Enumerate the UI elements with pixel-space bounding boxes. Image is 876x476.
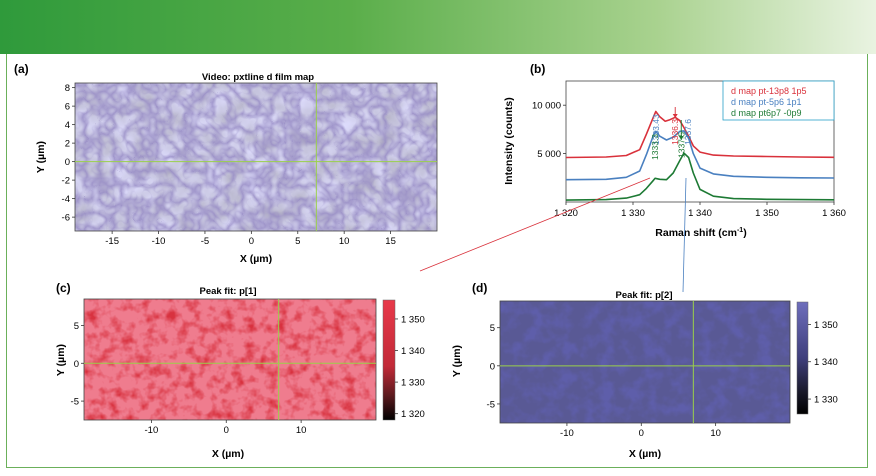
- colorbar-tick-label: 1 340: [401, 346, 425, 357]
- y-tick-label: 8: [65, 83, 70, 94]
- peak-annotation: 1336.3: [670, 119, 680, 145]
- heatmap-c-texture: [84, 299, 376, 420]
- panel-a-yticks: -6 -4 -2 0 2 4 6 8: [62, 83, 75, 224]
- peak-arrowhead: [672, 114, 678, 118]
- panel-d-axes-box: [499, 300, 791, 424]
- header-banner: [0, 0, 876, 54]
- panel-d-xlabel: X (µm): [629, 448, 661, 460]
- x-tick-label: 5: [295, 236, 300, 247]
- panel-b-ylabel: Intensity (counts): [503, 97, 515, 185]
- connector-line-c: [419, 177, 651, 272]
- x-tick-label: 10: [710, 428, 721, 439]
- x-tick-label: 15: [385, 236, 396, 247]
- micrograph-grain-edges: [75, 83, 437, 231]
- peak-annotation: 1337.5: [676, 132, 686, 158]
- panel-d-yticks: -5 0 5: [487, 323, 500, 410]
- colorbar-tick-label: 1 320: [401, 409, 425, 420]
- y-tick-label: -2: [62, 176, 70, 187]
- x-tick-label: 0: [639, 428, 644, 439]
- x-tick-label: 1 330: [621, 208, 645, 219]
- panel-c-xticks: -10 0 10: [145, 420, 307, 436]
- x-tick-label: 1 360: [822, 208, 846, 219]
- colorbar-tick-label: 1 350: [401, 314, 425, 325]
- panel-c-ylabel: Y (µm): [55, 344, 67, 376]
- colorbar-tick-label: 1 330: [814, 395, 838, 406]
- y-tick-label: 5 000: [537, 149, 561, 160]
- panel-b: (b) 1 320 1 330 1 340 1 350 1 360 5 000 10 000…: [503, 62, 846, 239]
- colorbar-c-ticks: 1 350 1 340 1 330 1 320: [395, 314, 425, 420]
- y-tick-label: 6: [65, 102, 70, 113]
- y-tick-label: 0: [490, 361, 495, 372]
- x-tick-label: -10: [152, 236, 166, 247]
- x-tick-label: -15: [105, 236, 119, 247]
- spectrum-line-3: [565, 152, 835, 201]
- panel-a-axes-box: [74, 82, 438, 232]
- colorbar-c: [382, 299, 396, 421]
- y-tick-label: 0: [74, 359, 79, 370]
- y-tick-label: -4: [62, 194, 70, 205]
- panel-a-xlabel: X (µm): [240, 253, 272, 265]
- x-tick-label: -10: [145, 425, 159, 436]
- y-tick-label: -5: [487, 399, 495, 410]
- panel-d: (d) Peak fit: p[2] -10 0 10 -5 0 5 1 350 1 34…: [451, 281, 838, 460]
- legend-entry-1: d map pt-13p8 1p5: [731, 86, 807, 96]
- x-tick-label: -10: [560, 428, 574, 439]
- y-tick-label: 0: [65, 157, 70, 168]
- figure-frame: [6, 54, 868, 468]
- x-tick-label: 10: [296, 425, 307, 436]
- panel-c-xlabel: X (µm): [212, 448, 244, 460]
- x-tick-label: 0: [224, 425, 229, 436]
- y-tick-label: -6: [62, 213, 70, 224]
- legend-box: [722, 80, 835, 121]
- panel-d-xticks: -10 0 10: [560, 423, 721, 439]
- x-tick-label: 0: [249, 236, 254, 247]
- y-tick-label: 5: [490, 323, 495, 334]
- peak-arrowhead: [678, 136, 684, 140]
- panel-c-axes-box: [83, 298, 377, 421]
- y-tick-label: 10 000: [532, 101, 561, 112]
- panel-a-ylabel: Y (µm): [35, 141, 47, 173]
- panel-c: (c) Peak fit: p[1] -10 0 10 -5 0 5 1 350 1 34…: [55, 281, 425, 460]
- colorbar-tick-label: 1 340: [814, 357, 838, 368]
- x-tick-label: -5: [201, 236, 209, 247]
- x-tick-label: 10: [339, 236, 350, 247]
- panel-d-ylabel: Y (µm): [451, 345, 463, 377]
- heatmap-d-texture: [500, 301, 790, 423]
- peak-annotation: 1333.43: [651, 114, 661, 145]
- y-tick-label: 5: [74, 321, 79, 332]
- spectrum-line-2: [565, 130, 835, 181]
- colorbar-tick-label: 1 330: [401, 378, 425, 389]
- panel-a-label: (a): [14, 62, 29, 76]
- legend-entry-3: d map pt6p7 -0p9: [731, 108, 802, 118]
- panel-c-yticks: -5 0 5: [71, 321, 84, 408]
- x-tick-label: 1 320: [554, 208, 578, 219]
- x-tick-label: 1 350: [755, 208, 779, 219]
- panel-c-label: (c): [56, 281, 71, 295]
- panel-d-label: (d): [472, 281, 487, 295]
- colorbar-d: [796, 301, 809, 415]
- panel-b-label: (b): [530, 62, 545, 76]
- panel-a-title: Video: pxtline d film map: [202, 72, 314, 83]
- panel-d-title: Peak fit: p[2]: [615, 290, 672, 301]
- peak-annotation: 1333.3: [650, 134, 660, 160]
- x-tick-label: 1 340: [688, 208, 712, 219]
- panel-b-ticks: 1 320 1 330 1 340 1 350 1 360 5 000 10 000: [532, 101, 846, 219]
- connector-line-d: [682, 177, 687, 293]
- y-tick-label: 4: [65, 120, 70, 131]
- panel-a-xticks: -15 -10 -5 0 5 10 15: [105, 231, 396, 247]
- panel-a: (a) Video: pxtline d film map -15 -10 -5 0 5…: [14, 62, 438, 265]
- peak-annotation: 1337.6: [683, 119, 693, 145]
- legend-entry-2: d map pt-5p6 1p1: [731, 97, 802, 107]
- panel-c-title: Peak fit: p[1]: [199, 286, 256, 297]
- colorbar-tick-label: 1 350: [814, 320, 838, 331]
- panel-b-xlabel: Raman shift (cm-1): [655, 227, 746, 239]
- y-tick-label: -5: [71, 397, 79, 408]
- colorbar-d-ticks: 1 350 1 340 1 330: [808, 320, 838, 406]
- y-tick-label: 2: [65, 139, 70, 150]
